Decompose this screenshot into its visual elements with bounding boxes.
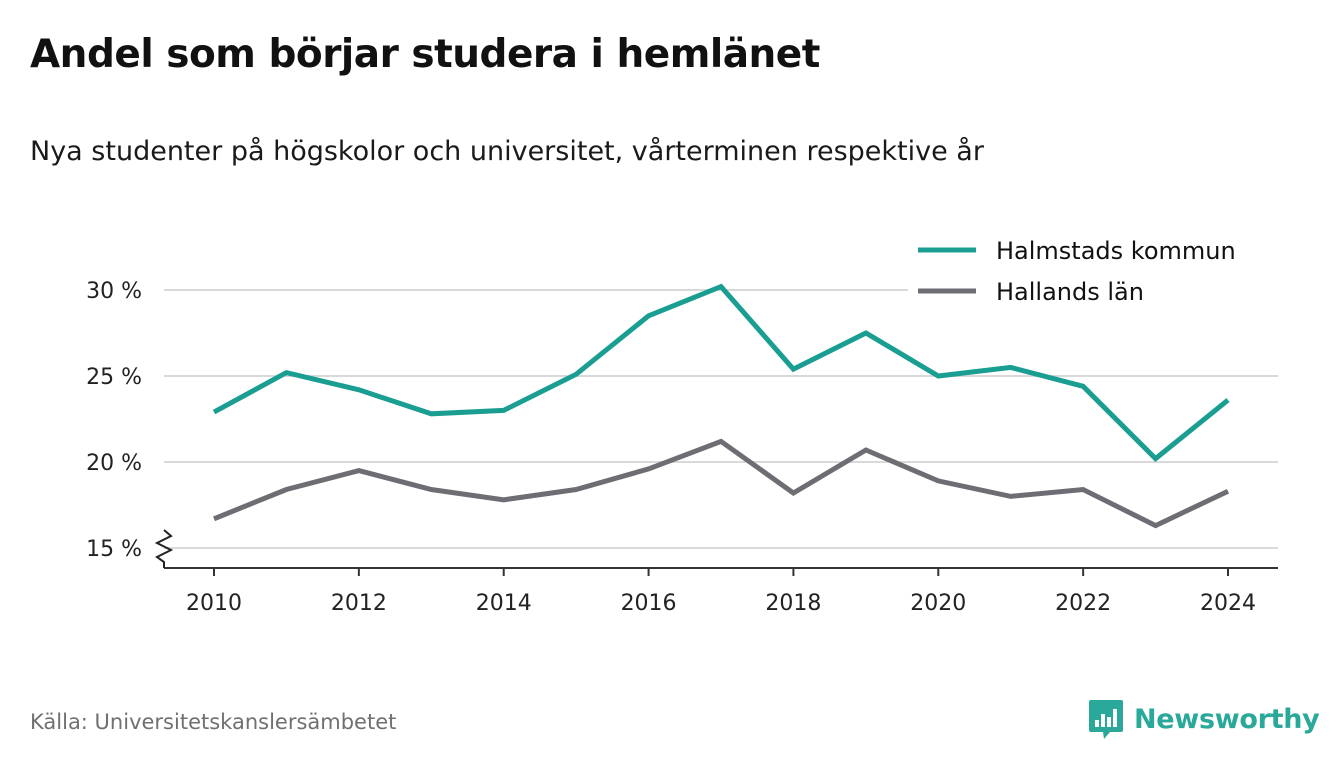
line-chart: 15 % 20 % 25 % 30 % 2010 2012 2014 2016 2018 2020…: [86, 228, 1280, 616]
x-tick-label: 2016: [621, 591, 677, 616]
x-tick-label: 2012: [331, 591, 387, 616]
y-tick-label: 15 %: [86, 537, 142, 562]
legend-label: Hallands län: [996, 278, 1144, 306]
newsworthy-logo-icon: [1089, 700, 1123, 739]
y-tick-label: 30 %: [86, 279, 142, 304]
x-tick-label: 2024: [1200, 591, 1256, 616]
x-tick-label: 2022: [1055, 591, 1111, 616]
x-tick-label: 2010: [186, 591, 242, 616]
chart-title: Andel som börjar studera i hemlänet: [30, 32, 820, 77]
axis-break-icon: [154, 529, 174, 568]
y-tick-label: 25 %: [86, 365, 142, 390]
source-note: Källa: Universitetskanslersämbetet: [30, 710, 397, 734]
legend-background: [908, 228, 1280, 314]
series-line-hallands-l-n: [213, 438, 1230, 529]
x-tick-label: 2020: [910, 591, 966, 616]
x-tick-label: 2014: [476, 591, 532, 616]
brand-name: Newsworthy: [1134, 703, 1320, 735]
x-tick-label: 2018: [765, 591, 821, 616]
chart-subtitle: Nya studenter på högskolor och universit…: [30, 136, 984, 167]
legend-label: Halmstads kommun: [996, 237, 1236, 265]
brand-logo: Newsworthy: [1088, 698, 1320, 740]
y-tick-label: 20 %: [86, 451, 142, 476]
